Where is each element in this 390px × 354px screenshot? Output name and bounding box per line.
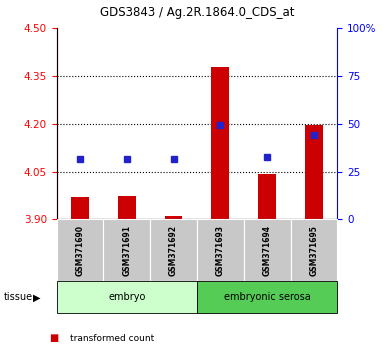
Bar bbox=[258, 174, 276, 219]
Bar bbox=[305, 125, 323, 219]
Bar bbox=[118, 195, 136, 219]
Text: GSM371692: GSM371692 bbox=[169, 225, 178, 276]
Text: GSM371694: GSM371694 bbox=[262, 225, 272, 276]
Text: ■: ■ bbox=[49, 333, 58, 343]
Text: GDS3843 / Ag.2R.1864.0_CDS_at: GDS3843 / Ag.2R.1864.0_CDS_at bbox=[100, 6, 294, 19]
Text: GSM371695: GSM371695 bbox=[309, 225, 319, 276]
Text: GSM371693: GSM371693 bbox=[216, 225, 225, 276]
Bar bbox=[71, 197, 89, 219]
Text: transformed count: transformed count bbox=[70, 333, 154, 343]
Text: embryo: embryo bbox=[108, 292, 145, 302]
Text: GSM371690: GSM371690 bbox=[75, 225, 85, 276]
Bar bbox=[211, 67, 229, 219]
Text: tissue: tissue bbox=[4, 292, 33, 302]
Text: ▶: ▶ bbox=[33, 292, 41, 302]
Text: embryonic serosa: embryonic serosa bbox=[224, 292, 310, 302]
Text: GSM371691: GSM371691 bbox=[122, 225, 131, 276]
Bar bbox=[165, 216, 183, 219]
